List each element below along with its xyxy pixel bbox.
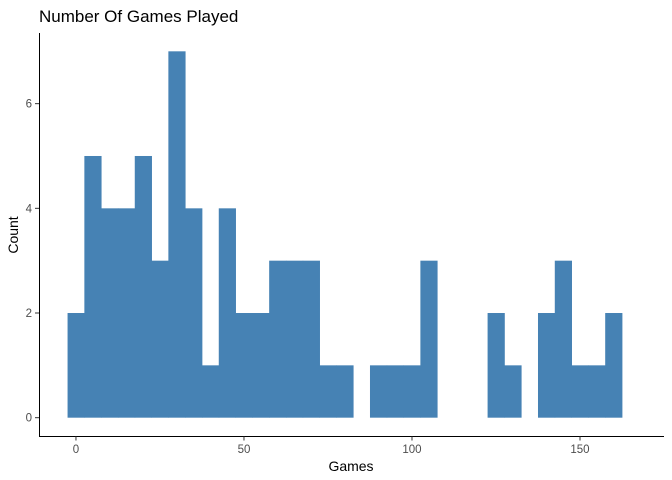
histogram-bar-20: [403, 365, 421, 418]
histogram-bar-15: [319, 365, 337, 418]
chart-title: Number Of Games Played: [39, 7, 238, 26]
y-tick-label: 0: [26, 413, 32, 425]
histogram-bar-14: [302, 260, 320, 418]
histogram-bar-29: [554, 260, 572, 418]
histogram-bar-32: [605, 313, 623, 418]
histogram-bar-12: [269, 260, 287, 418]
x-ticks-group: 0 50 100 150: [73, 436, 590, 456]
x-tick-label: 0: [73, 444, 79, 456]
histogram-bar-5: [151, 260, 169, 418]
x-tick-label: 50: [238, 444, 251, 456]
y-ticks-group: 0 2 4 6: [26, 99, 39, 425]
bars-group: [67, 51, 623, 418]
x-axis-label: Games: [328, 458, 373, 474]
histogram-bar-7: [185, 208, 203, 418]
histogram-bar-0: [67, 313, 85, 418]
y-axis-label: Count: [5, 216, 21, 253]
histogram-bar-19: [386, 365, 404, 418]
y-tick-label: 2: [26, 308, 32, 320]
histogram-bar-16: [336, 365, 354, 418]
histogram-bar-8: [201, 365, 220, 418]
histogram-bar-3: [117, 208, 136, 418]
histogram-bar-31: [588, 365, 606, 418]
histogram-bar-4: [134, 155, 152, 418]
histogram-bar-13: [285, 260, 304, 418]
histogram-bar-11: [252, 313, 270, 418]
histogram-bar-2: [101, 208, 119, 418]
histogram-bar-28: [537, 313, 556, 418]
histogram-bar-1: [84, 155, 102, 418]
histogram-bar-25: [487, 313, 505, 418]
histogram-bar-21: [420, 260, 438, 418]
histogram-bar-18: [369, 365, 388, 418]
histogram-bar-26: [504, 365, 522, 418]
histogram-bar-9: [218, 208, 236, 418]
histogram-bar-10: [235, 313, 253, 418]
histogram-bar-6: [168, 51, 186, 418]
x-tick-label: 100: [402, 444, 421, 456]
x-tick-label: 150: [570, 444, 589, 456]
histogram-bar-30: [571, 365, 589, 418]
y-tick-label: 6: [26, 99, 32, 111]
y-tick-label: 4: [26, 203, 33, 215]
